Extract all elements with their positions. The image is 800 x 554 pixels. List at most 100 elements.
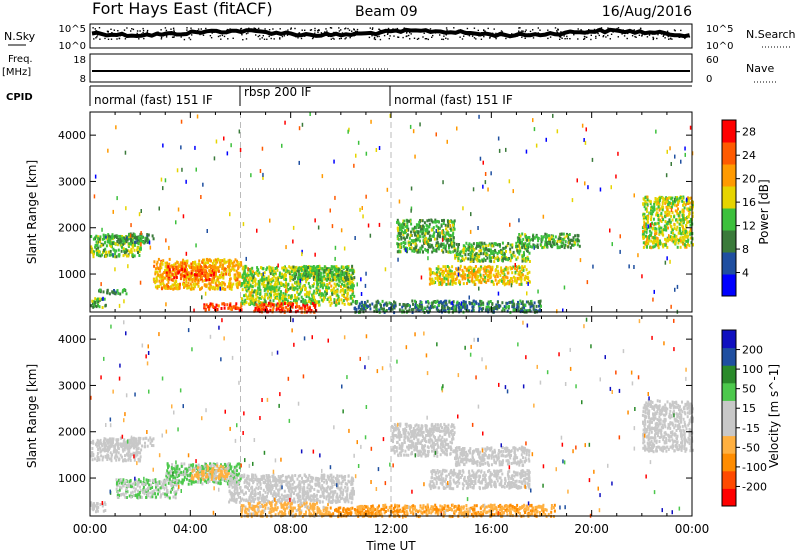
range-gate-cell	[167, 280, 170, 284]
range-gate-cell	[532, 307, 535, 311]
range-gate-cell	[429, 245, 432, 249]
range-gate-cell	[470, 245, 473, 249]
range-gate-cell	[280, 305, 283, 309]
range-gate-cell	[346, 265, 349, 269]
range-gate-cell	[504, 267, 507, 271]
range-gate-cell	[664, 225, 667, 229]
range-gate-cell	[179, 263, 182, 267]
noise-dot	[656, 37, 658, 40]
range-gate-cell	[503, 278, 506, 282]
range-gate-cell	[258, 296, 261, 300]
range-gate-cell	[252, 290, 255, 294]
range-gate-cell	[101, 306, 104, 309]
range-gate-cell	[272, 299, 275, 303]
range-gate-cell	[266, 283, 269, 287]
range-gate-cell	[306, 303, 309, 307]
range-gate-cell	[176, 261, 179, 265]
range-gate-cell	[351, 293, 354, 296]
range-gate-cell	[184, 268, 187, 272]
range-gate-cell	[562, 232, 565, 236]
noise-dot	[511, 33, 513, 35]
range-gate-cell	[130, 239, 133, 243]
range-gate-cell	[281, 309, 284, 313]
noise-dot	[303, 35, 306, 37]
range-gate-cell	[296, 305, 298, 309]
noise-dot	[143, 37, 145, 40]
noise-dot	[371, 35, 373, 37]
range-gate-cell	[290, 270, 293, 274]
range-gate-cell	[329, 303, 332, 307]
noise-dot	[524, 30, 526, 33]
range-gate-cell	[337, 271, 340, 275]
noise-dot	[484, 30, 486, 32]
range-gate-cell	[283, 297, 286, 301]
range-gate-cell	[294, 295, 297, 299]
range-gate-cell	[333, 298, 336, 302]
noise-dot	[130, 30, 132, 32]
range-gate-cell	[494, 269, 497, 273]
noise-dot	[263, 30, 265, 32]
range-gate-cell	[325, 292, 328, 295]
noise-dot	[396, 27, 399, 30]
range-gate-cell	[431, 250, 434, 254]
range-gate-cell	[186, 272, 189, 276]
range-gate-cell	[419, 239, 421, 243]
range-gate-cell	[308, 307, 311, 311]
range-gate-cell	[103, 237, 106, 240]
range-gate-cell	[451, 265, 454, 269]
noise-dot	[211, 32, 213, 34]
noise-dot	[106, 30, 109, 32]
noise-dot	[528, 33, 530, 35]
range-gate-cell	[95, 305, 98, 309]
noise-dot	[96, 34, 99, 36]
range-gate-cell	[341, 265, 344, 269]
range-gate-cell	[318, 269, 321, 273]
sparse-echo	[488, 255, 491, 260]
noise-dot	[110, 38, 113, 40]
range-gate-cell	[294, 297, 297, 301]
range-gate-cell	[240, 263, 243, 267]
range-gate-cell	[669, 220, 672, 224]
noise-dot	[524, 37, 526, 39]
noise-dot	[111, 33, 113, 35]
range-gate-cell	[241, 273, 244, 277]
range-gate-cell	[411, 227, 414, 231]
range-gate-cell	[95, 240, 98, 244]
range-gate-cell	[138, 247, 141, 251]
range-gate-cell	[99, 254, 102, 258]
noise-dot	[379, 29, 381, 32]
noise-dot	[627, 32, 629, 35]
noise-dot	[369, 27, 371, 29]
range-gate-cell	[686, 221, 689, 225]
range-gate-cell	[459, 259, 462, 263]
noise-dot	[354, 34, 356, 36]
noise-dot	[603, 30, 606, 32]
range-gate-cell	[197, 284, 200, 288]
range-gate-cell	[299, 306, 302, 310]
range-gate-cell	[291, 274, 294, 278]
range-gate-cell	[346, 294, 349, 298]
range-gate-cell	[222, 263, 224, 267]
range-gate-cell	[649, 200, 652, 204]
range-gate-cell	[226, 303, 229, 307]
noise-dot	[429, 28, 432, 30]
noise-dot	[408, 34, 410, 37]
range-gate-cell	[220, 283, 223, 287]
range-gate-cell	[312, 272, 315, 275]
noise-dot	[332, 37, 334, 39]
range-gate-cell	[495, 304, 498, 308]
range-gate-cell	[217, 284, 219, 288]
range-gate-cell	[681, 199, 684, 203]
range-gate-cell	[667, 213, 670, 217]
noise-dot	[629, 30, 631, 32]
range-gate-cell	[215, 308, 218, 312]
sparse-echo	[239, 148, 242, 152]
range-gate-cell	[119, 292, 122, 296]
range-gate-cell	[203, 278, 206, 282]
range-gate-cell	[115, 249, 118, 253]
range-gate-cell	[215, 283, 218, 287]
range-gate-cell	[96, 298, 99, 302]
range-gate-cell	[474, 282, 477, 286]
range-gate-cell	[173, 276, 176, 280]
range-gate-cell	[207, 275, 210, 279]
